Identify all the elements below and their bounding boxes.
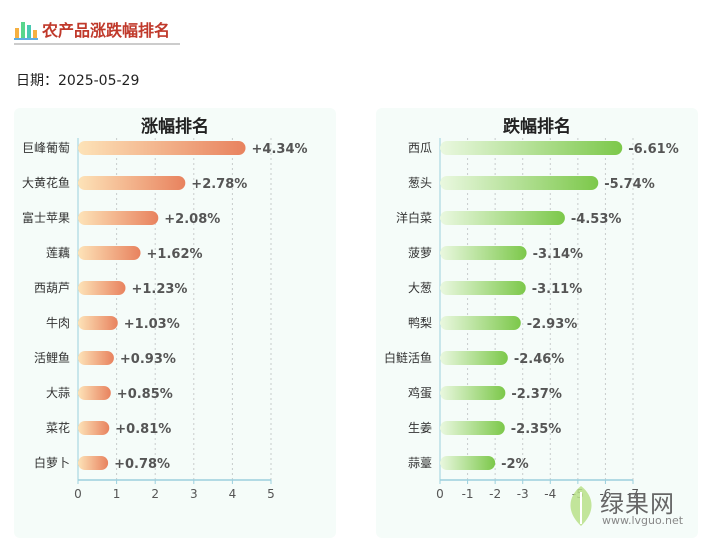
- rise-value-label: +0.81%: [115, 422, 171, 437]
- fall-tick-label: 0: [436, 487, 444, 501]
- bar-chart-icon: [14, 22, 38, 40]
- page-title: 农产品涨跌幅排名: [42, 21, 171, 40]
- rise-category-label: 富士苹果: [22, 210, 70, 225]
- rise-bar: [78, 421, 110, 435]
- date-label: 日期：2025-05-29: [16, 73, 140, 89]
- fall-value-label: -6.61%: [628, 142, 679, 157]
- rise-value-label: +1.03%: [124, 317, 180, 332]
- fall-bar: [440, 421, 505, 435]
- rise-tick-label: 3: [190, 487, 198, 501]
- rise-bar: [78, 281, 126, 295]
- fall-tick-label: -7: [627, 487, 639, 501]
- fall-tick-label: -3: [517, 487, 529, 501]
- fall-tick-label: -1: [462, 487, 474, 501]
- title-underline: [14, 43, 180, 45]
- fall-value-label: -5.74%: [604, 177, 655, 192]
- fall-value-label: -2.35%: [511, 422, 562, 437]
- fall-value-label: -4.53%: [571, 212, 622, 227]
- page-header: 农产品涨跌幅排名: [14, 14, 180, 46]
- fall-bar: [440, 316, 521, 330]
- rise-tick-label: 1: [113, 487, 121, 501]
- fall-category-label: 洋白菜: [396, 210, 432, 225]
- fall-value-label: -2.93%: [527, 317, 578, 332]
- rise-value-label: +0.85%: [117, 387, 173, 402]
- fall-category-label: 鸭梨: [408, 316, 432, 330]
- rise-category-label: 牛肉: [46, 315, 70, 330]
- fall-value-label: -2.37%: [511, 387, 562, 402]
- fall-ranking-chart: 0-1-2-3-4-5-6-7西瓜-6.61%葱头-5.74%洋白菜-4.53%…: [384, 138, 679, 501]
- fall-chart-title: 跌幅排名: [503, 117, 571, 137]
- rise-category-label: 活鲤鱼: [34, 351, 70, 365]
- rise-tick-label: 2: [151, 487, 159, 501]
- leaf-icon: [570, 486, 592, 526]
- rise-ranking-panel: 涨幅排名 0 1 2 3 4 5 巨峰葡萄 +4.34% 大黄花鱼 +2.78% 富士苹果 +2.08…: [14, 108, 336, 538]
- rise-value-label: +1.62%: [147, 247, 203, 262]
- rise-bar: [78, 386, 111, 400]
- rise-category-label: 大蒜: [46, 386, 70, 400]
- rise-ranking-chart: 0 1 2 3 4 5 巨峰葡萄 +4.34% 大黄花鱼 +2.78% 富士苹果 +2.08% 莲藕 +1…: [22, 138, 308, 501]
- rise-bar: [78, 141, 246, 155]
- fall-bar: [440, 176, 599, 190]
- rise-value-label: +0.78%: [114, 457, 170, 472]
- fall-value-label: -2.46%: [514, 352, 565, 367]
- rise-tick-label: 5: [267, 487, 275, 501]
- rise-value-label: +0.93%: [120, 352, 176, 367]
- fall-bar: [440, 211, 565, 225]
- rise-bar: [78, 456, 109, 470]
- fall-ranking-panel: 跌幅排名 0-1-2-3-4-5-6-7西瓜-6.61%葱头-5.74%洋白菜-…: [376, 108, 698, 538]
- rise-value-label: +1.23%: [131, 282, 187, 297]
- fall-bar: [440, 141, 623, 155]
- fall-category-label: 大葱: [408, 281, 432, 295]
- watermark-brand: 绿果网: [600, 490, 675, 518]
- rise-value-label: +2.08%: [164, 212, 220, 227]
- rise-value-label: +2.78%: [191, 177, 247, 192]
- rise-chart-title: 涨幅排名: [141, 117, 209, 137]
- rise-tick-label: 0: [74, 487, 82, 501]
- fall-tick-label: -2: [489, 487, 501, 501]
- fall-category-label: 葱头: [408, 176, 432, 190]
- fall-category-label: 生姜: [408, 421, 432, 435]
- watermark-url: www.lvguo.net: [602, 514, 684, 527]
- fall-category-label: 白鲢活鱼: [384, 350, 432, 365]
- fall-bar: [440, 456, 496, 470]
- fall-tick-label: -4: [544, 487, 556, 501]
- watermark-logo: 绿果网 www.lvguo.net: [564, 484, 704, 532]
- rise-category-label: 莲藕: [46, 246, 70, 260]
- rise-tick-label: 4: [229, 487, 237, 501]
- rise-category-label: 菜花: [46, 420, 70, 435]
- fall-bar: [440, 281, 526, 295]
- fall-value-label: -3.14%: [533, 247, 584, 262]
- fall-category-label: 菠萝: [408, 246, 432, 260]
- fall-value-label: -3.11%: [532, 282, 583, 297]
- rise-value-label: +4.34%: [252, 142, 308, 157]
- rise-bar: [78, 316, 118, 330]
- rise-bar: [78, 246, 141, 260]
- rise-bar: [78, 351, 114, 365]
- rise-bar: [78, 176, 186, 190]
- fall-value-label: -2%: [501, 457, 528, 472]
- rise-category-label: 巨峰葡萄: [22, 141, 70, 155]
- fall-category-label: 蒜薹: [408, 455, 432, 470]
- rise-category-label: 西葫芦: [34, 281, 70, 295]
- fall-category-label: 鸡蛋: [408, 385, 432, 400]
- rise-bar: [78, 211, 159, 225]
- fall-category-label: 西瓜: [408, 141, 432, 155]
- fall-bar: [440, 351, 508, 365]
- rise-category-label: 大黄花鱼: [22, 175, 70, 190]
- fall-bar: [440, 386, 506, 400]
- fall-tick-label: -6: [599, 487, 611, 501]
- rise-category-label: 白萝卜: [34, 455, 70, 470]
- fall-bar: [440, 246, 527, 260]
